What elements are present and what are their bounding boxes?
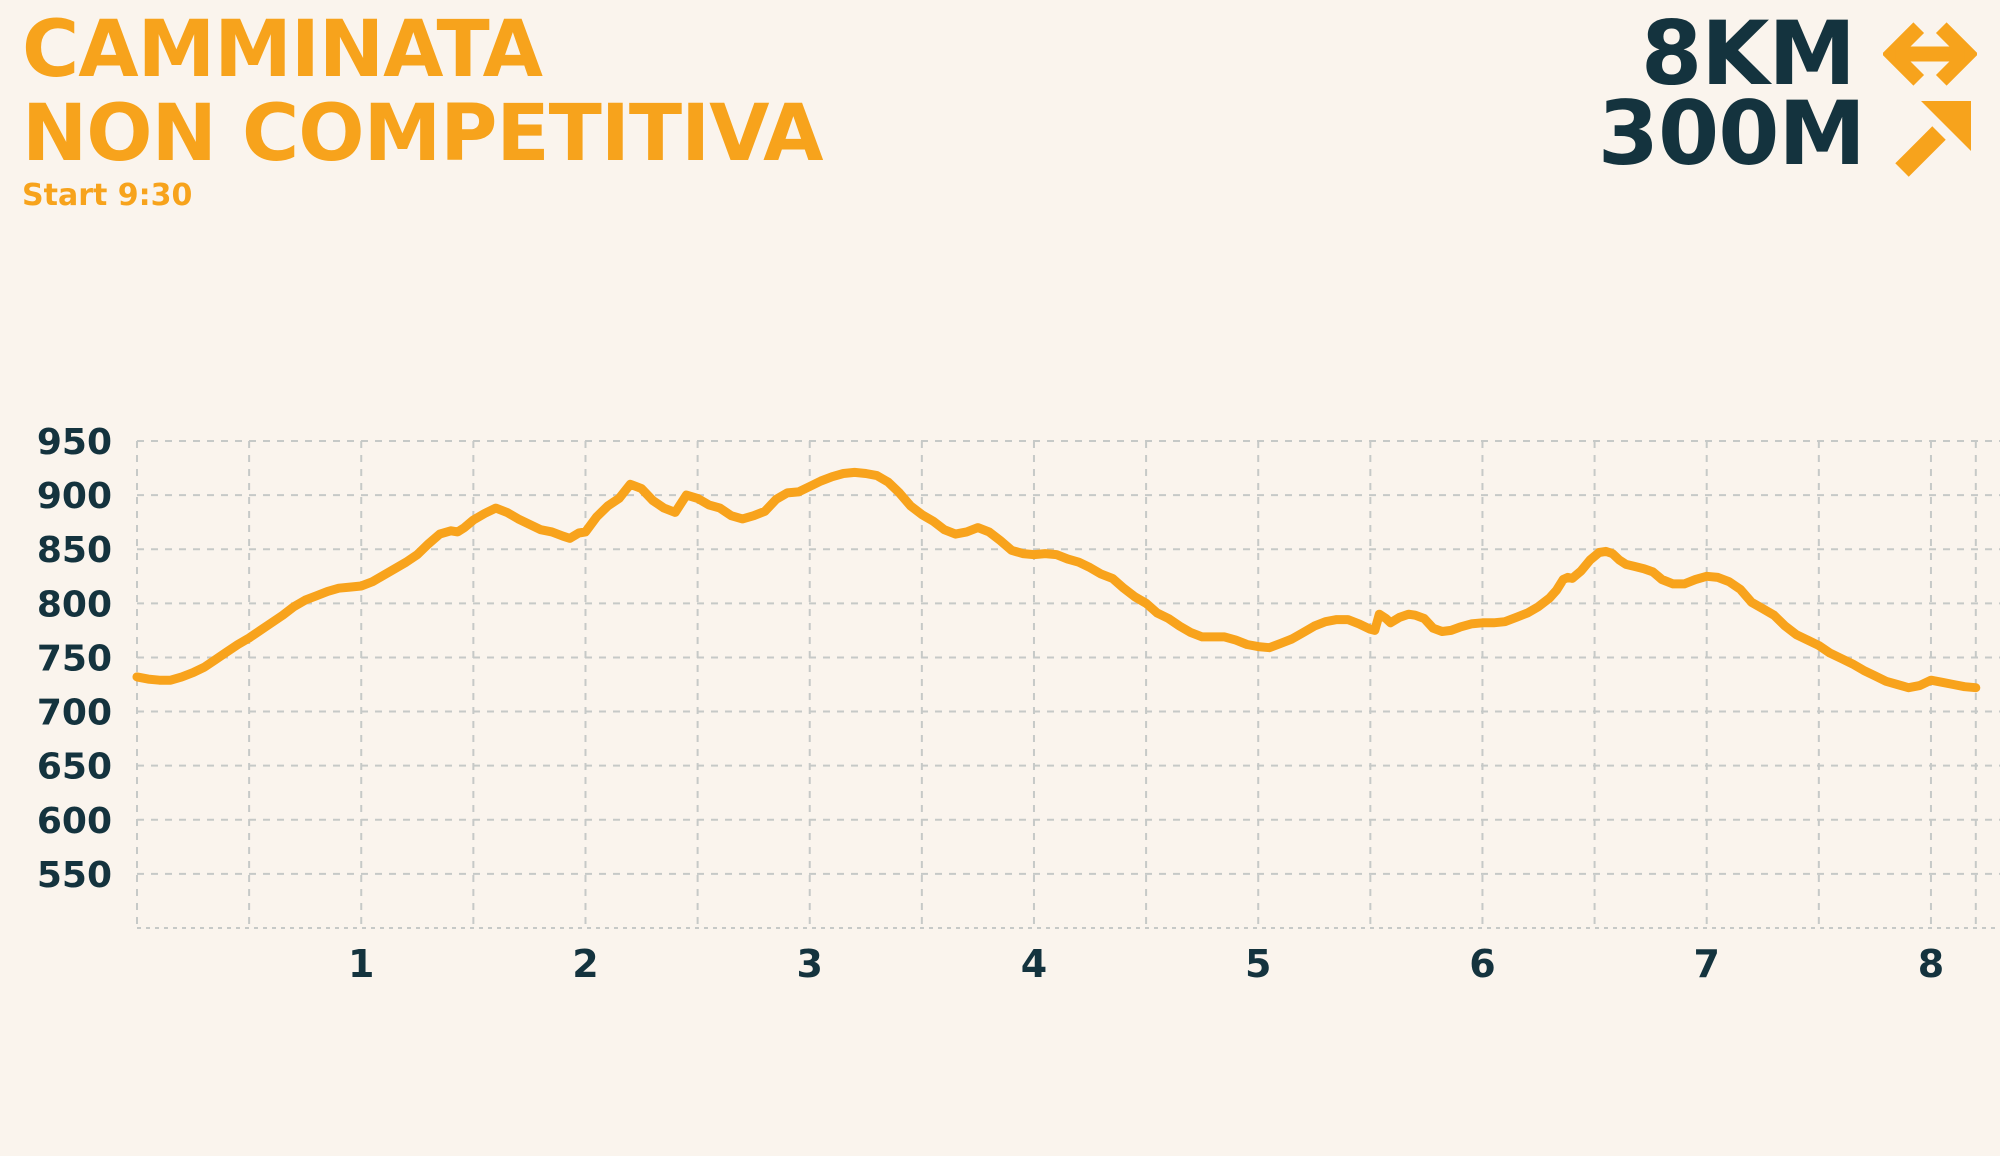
y-tick-label: 700 bbox=[37, 693, 112, 734]
x-tick-label: 5 bbox=[1245, 942, 1271, 986]
arrows-left-right-icon bbox=[1883, 22, 1977, 86]
distance-value: 8KM bbox=[1641, 2, 1856, 105]
elevation-gain-value: 300M bbox=[1597, 82, 1866, 185]
y-tick-label: 900 bbox=[37, 476, 112, 517]
stats-panel: 8KM 300M bbox=[1597, 2, 1977, 185]
y-tick-label: 650 bbox=[37, 747, 112, 788]
arrow-up-right-icon bbox=[1895, 101, 1971, 177]
y-tick-label: 600 bbox=[37, 801, 112, 842]
start-time-label: Start 9:30 bbox=[22, 178, 193, 213]
x-tick-label: 7 bbox=[1693, 942, 1719, 986]
x-tick-label: 3 bbox=[797, 942, 823, 986]
x-tick-label: 8 bbox=[1918, 942, 1944, 986]
stat-distance: 8KM bbox=[1598, 2, 1977, 105]
y-tick-label: 750 bbox=[37, 638, 112, 679]
x-tick-label: 1 bbox=[348, 942, 374, 986]
elevation-line bbox=[132, 467, 1981, 693]
x-tick-label: 4 bbox=[1021, 942, 1047, 986]
y-tick-label: 800 bbox=[37, 584, 112, 625]
y-tick-label: 550 bbox=[37, 855, 112, 896]
page-title: CAMMINATA NON COMPETITIVA bbox=[22, 5, 824, 179]
title-line-1: CAMMINATA bbox=[22, 5, 543, 95]
stat-elevation-gain: 300M bbox=[1597, 82, 1977, 185]
title-line-2: NON COMPETITIVA bbox=[22, 89, 824, 179]
x-tick-label: 6 bbox=[1469, 942, 1495, 986]
x-tick-label: 2 bbox=[572, 942, 598, 986]
y-tick-label: 950 bbox=[37, 422, 112, 463]
y-tick-label: 850 bbox=[37, 530, 112, 571]
